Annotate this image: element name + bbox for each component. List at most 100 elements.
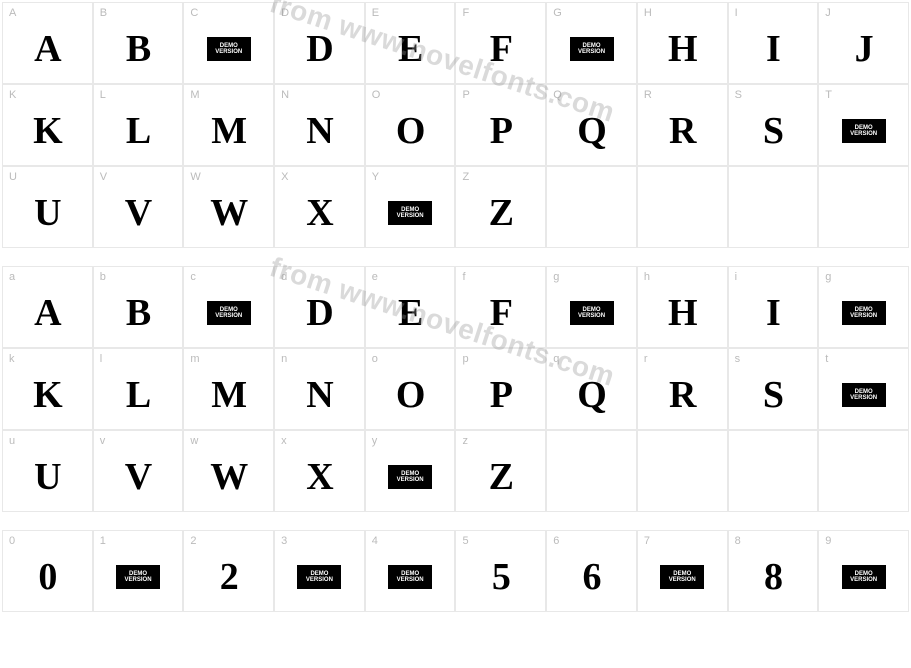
cell-label: A: [9, 7, 16, 19]
glyph-character: Q: [577, 373, 606, 417]
glyph-cell: UU: [2, 166, 93, 248]
cell-label: B: [100, 7, 107, 19]
glyph-character: N: [306, 373, 332, 417]
cell-label: M: [190, 89, 199, 101]
glyph-character: S: [763, 373, 783, 417]
cell-label: T: [825, 89, 832, 101]
cell-label: O: [372, 89, 381, 101]
glyph-character: V: [125, 191, 151, 235]
glyph-character: A: [34, 27, 60, 71]
glyph-grid: 001DEMO VERSION223DEMO VERSION4DEMO VERS…: [2, 530, 909, 612]
glyph-character: D: [306, 27, 332, 71]
glyph-character: O: [396, 373, 425, 417]
demo-version-badge: DEMO VERSION: [842, 383, 886, 407]
glyph-cell: qQ: [546, 348, 637, 430]
glyph-character: X: [306, 191, 332, 235]
glyph-character: P: [490, 109, 512, 153]
cell-label: 9: [825, 535, 831, 547]
glyph-cell: pP: [455, 348, 546, 430]
cell-label: D: [281, 7, 289, 19]
cell-label: Y: [372, 171, 379, 183]
glyph-cell: HH: [637, 2, 728, 84]
cell-label: 3: [281, 535, 287, 547]
glyph-cell: CDEMO VERSION: [183, 2, 274, 84]
glyph-cell: QQ: [546, 84, 637, 166]
cell-label: b: [100, 271, 106, 283]
cell-label: u: [9, 435, 15, 447]
glyph-character: W: [210, 191, 247, 235]
cell-label: r: [644, 353, 648, 365]
glyph-cell: eE: [365, 266, 456, 348]
glyph-cell: 22: [183, 530, 274, 612]
cell-label: 2: [190, 535, 196, 547]
glyph-cell: MM: [183, 84, 274, 166]
glyph-cell: [818, 430, 909, 512]
glyph-cell: sS: [728, 348, 819, 430]
glyph-cell: 4 DEMO VERSION: [365, 530, 456, 612]
glyph-character: K: [33, 373, 62, 417]
glyph-cell: vV: [93, 430, 184, 512]
cell-label: c: [190, 271, 196, 283]
glyph-character: K: [33, 109, 62, 153]
glyph-cell: kK: [2, 348, 93, 430]
glyph-character: E: [398, 27, 422, 71]
glyph-cell: fF: [455, 266, 546, 348]
glyph-character: M: [211, 373, 246, 417]
glyph-cell: TDEMO VERSION: [818, 84, 909, 166]
cell-label: h: [644, 271, 650, 283]
glyph-character: A: [34, 291, 60, 335]
glyph-cell: NN: [274, 84, 365, 166]
demo-version-badge: DEMO VERSION: [388, 201, 432, 225]
glyph-cell: 1DEMO VERSION: [93, 530, 184, 612]
chart-section-digits: 001DEMO VERSION223DEMO VERSION4DEMO VERS…: [2, 530, 909, 612]
chart-section-uppercase: AABBCDEMO VERSIONDDEEFFGDEMO VERSIONHHII…: [2, 2, 909, 248]
glyph-character: F: [490, 27, 512, 71]
glyph-character: U: [34, 191, 60, 235]
glyph-cell: iI: [728, 266, 819, 348]
glyph-character: V: [125, 455, 151, 499]
cell-label: 4: [372, 535, 378, 547]
cell-label: 5: [462, 535, 468, 547]
glyph-cell: [546, 166, 637, 248]
glyph-cell: xX: [274, 430, 365, 512]
glyph-cell: rR: [637, 348, 728, 430]
glyph-character: S: [763, 109, 783, 153]
glyph-character: H: [668, 27, 697, 71]
cell-label: P: [462, 89, 469, 101]
glyph-cell: mM: [183, 348, 274, 430]
glyph-cell: 9 DEMO VERSION: [818, 530, 909, 612]
cell-label: N: [281, 89, 289, 101]
glyph-cell: [637, 430, 728, 512]
cell-label: p: [462, 353, 468, 365]
glyph-character: F: [490, 291, 512, 335]
cell-label: m: [190, 353, 199, 365]
glyph-cell: KK: [2, 84, 93, 166]
cell-label: H: [644, 7, 652, 19]
cell-label: 8: [735, 535, 741, 547]
cell-label: V: [100, 171, 107, 183]
glyph-grid: aAbBcDEMO VERSIONdDeEfFgDEMO VERSIONhHiI…: [2, 266, 909, 512]
glyph-cell: SS: [728, 84, 819, 166]
glyph-character: 2: [220, 555, 238, 599]
demo-version-badge: DEMO VERSION: [388, 565, 432, 589]
demo-version-badge: DEMO VERSION: [297, 565, 341, 589]
glyph-cell: [818, 166, 909, 248]
glyph-cell: gDEMO VERSION: [546, 266, 637, 348]
cell-label: 6: [553, 535, 559, 547]
demo-version-badge: DEMO VERSION: [842, 565, 886, 589]
glyph-character: L: [126, 109, 150, 153]
glyph-character: L: [126, 373, 150, 417]
glyph-character: N: [306, 109, 332, 153]
cell-label: I: [735, 7, 738, 19]
glyph-character: H: [668, 291, 697, 335]
glyph-cell: 00: [2, 530, 93, 612]
glyph-cell: [728, 430, 819, 512]
glyph-cell: ZZ: [455, 166, 546, 248]
cell-label: e: [372, 271, 378, 283]
glyph-cell: RR: [637, 84, 728, 166]
glyph-cell: 88: [728, 530, 819, 612]
glyph-character: W: [210, 455, 247, 499]
glyph-cell: aA: [2, 266, 93, 348]
demo-version-badge: DEMO VERSION: [388, 465, 432, 489]
cell-label: o: [372, 353, 378, 365]
